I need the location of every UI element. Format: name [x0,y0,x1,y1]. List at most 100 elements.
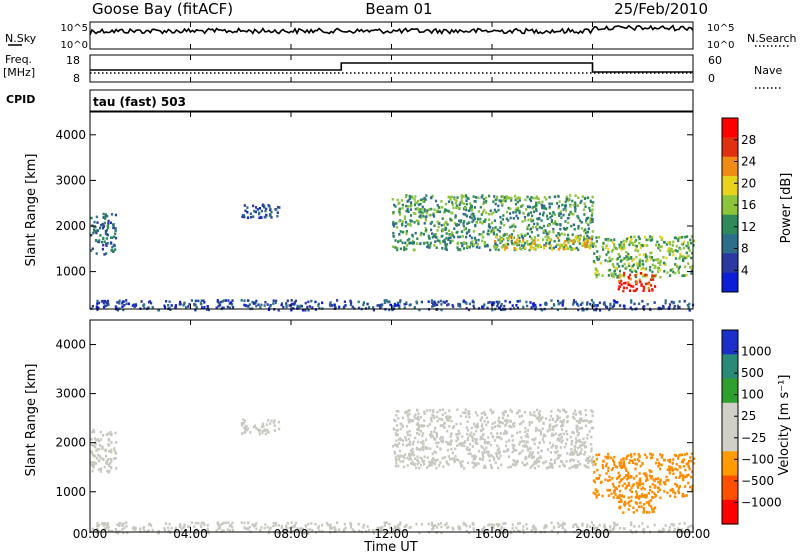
echo-cell [604,455,607,459]
echo-cell [489,408,492,412]
echo-cell [203,306,206,309]
echo-cell [552,230,555,234]
echo-cell [417,222,420,225]
echo-cell [400,199,403,202]
echo-cell [517,243,520,247]
echo-cell [452,206,455,210]
echo-cell [638,472,641,475]
echo-cell [635,493,639,496]
echo-cell [569,453,572,456]
echo-cell [585,237,588,240]
echo-cell [482,230,485,234]
echo-cell [507,455,510,458]
echo-cell [459,441,462,445]
echo-cell [532,455,536,459]
echo-cell [174,306,177,309]
echo-cell [691,267,694,270]
echo-cell [411,460,414,464]
echo-cell [90,463,93,467]
echo-cell [595,275,598,279]
date-title: 25/Feb/2010 [614,0,708,18]
echo-cell [483,451,486,454]
echo-cell [367,528,371,532]
echo-cell [651,263,654,267]
echo-cell [567,247,570,251]
echo-cell [613,269,616,273]
echo-cell [572,301,575,304]
echo-cell [103,253,106,256]
echo-cell [668,247,671,250]
echo-cell [495,523,498,526]
echo-cell [613,243,616,246]
echo-cell [414,231,417,235]
echo-cell [687,464,690,468]
echo-cell [592,460,595,463]
echo-cell [110,448,113,452]
echo-cell [398,207,401,211]
echo-cell [584,413,588,417]
echo-cell [433,233,436,236]
echo-cell [471,454,474,458]
echo-cell [576,433,579,437]
echo-cell [643,287,646,290]
echo-cell [583,202,586,205]
echo-cell [419,214,422,217]
echo-cell [682,246,685,250]
echo-cell [477,210,480,213]
echo-cell [526,432,529,436]
echo-cell [243,299,246,302]
echo-cell [562,432,565,436]
echo-cell [431,523,434,527]
echo-cell [634,249,637,252]
echo-cell [683,274,686,277]
echo-cell [344,526,347,530]
echo-cell [485,416,489,420]
echo-cell [547,448,550,451]
echo-cell [446,462,449,465]
echo-cell [445,522,448,525]
echo-cell [618,481,621,484]
echo-cell [307,300,310,304]
echo-cell [518,196,521,200]
power-echo-cells [90,194,696,312]
echo-cell [434,451,437,454]
echo-cell [679,255,682,259]
echo-cell [449,218,453,222]
echo-cell [443,301,447,304]
echo-cell [398,201,401,205]
echo-cell [531,464,534,468]
echo-cell [411,235,414,238]
echo-cell [618,475,621,479]
echo-cell [511,242,514,245]
echo-cell [581,522,584,526]
echo-cell [406,238,409,242]
echo-cell [577,308,580,312]
echo-cell [96,306,99,309]
echo-cell [672,301,675,304]
echo-cell [597,493,600,496]
echo-cell [501,421,504,425]
echo-cell [687,243,690,247]
nsky-tick-bottom: 10^0 [61,40,88,51]
echo-cell [473,461,476,465]
echo-cell [665,243,668,246]
echo-cell [562,419,566,422]
echo-cell [261,424,264,428]
echo-cell [497,419,500,423]
echo-cell [479,435,483,439]
echo-cell [489,248,492,252]
echo-cell [640,505,643,508]
echo-cell [102,528,106,531]
echo-cell [423,463,426,466]
echo-cell [530,230,533,234]
echo-cell [665,256,668,260]
echo-cell [682,255,685,259]
echo-cell [555,222,558,226]
echo-cell [396,198,399,202]
echo-cell [200,306,204,309]
echo-cell [656,486,659,489]
echo-cell [329,301,332,304]
echo-cell [555,202,559,205]
echo-cell [629,269,632,272]
